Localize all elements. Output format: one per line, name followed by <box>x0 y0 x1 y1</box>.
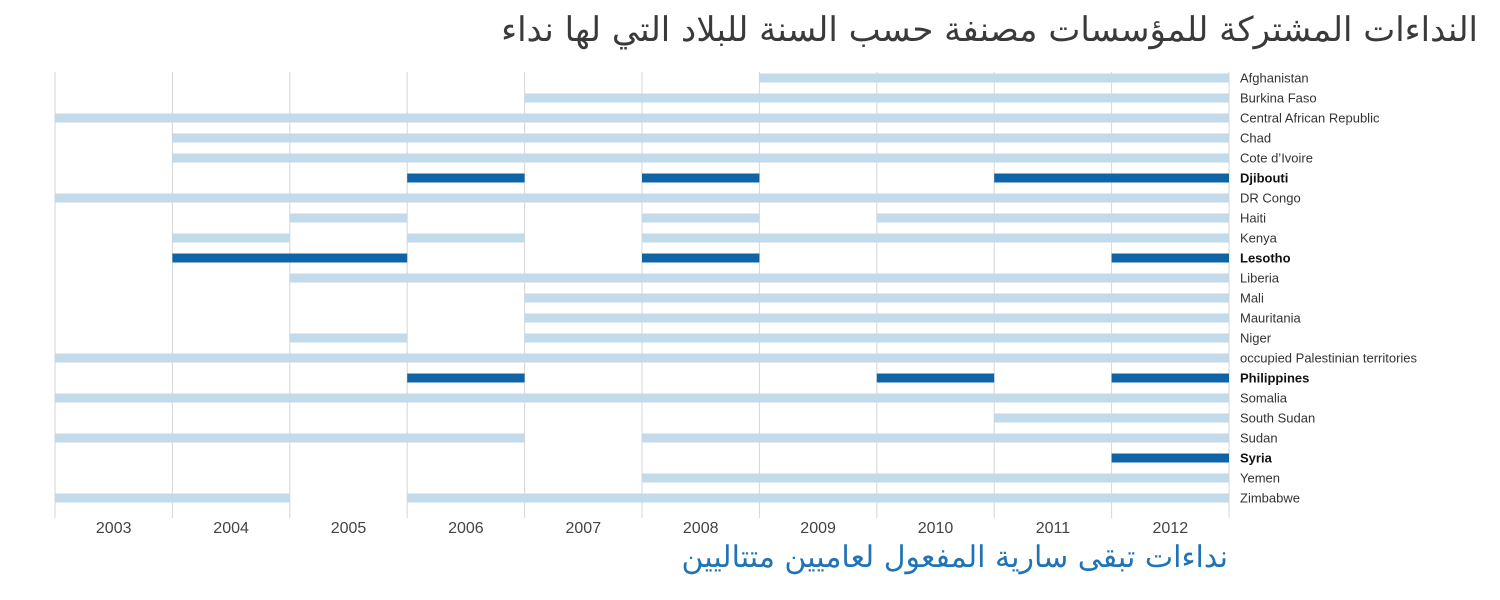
country-label: occupied Palestinian territories <box>1240 351 1418 366</box>
country-label: Sudan <box>1240 431 1278 446</box>
appeal-bar <box>172 234 289 243</box>
country-label: Djibouti <box>1240 171 1288 186</box>
year-tick-label: 2004 <box>213 520 249 537</box>
country-label: Yemen <box>1240 471 1280 486</box>
appeal-bar <box>642 214 759 223</box>
appeal-bar <box>1112 374 1229 383</box>
country-label: Somalia <box>1240 391 1288 406</box>
appeal-bar <box>642 234 1229 243</box>
chart-subtitle: نداءات تبقى سارية المفعول لعاميين متتالي… <box>0 540 1228 575</box>
country-label: Niger <box>1240 331 1272 346</box>
appeal-bar <box>290 274 1229 283</box>
appeal-bar <box>642 254 759 263</box>
year-tick-label: 2008 <box>683 520 719 537</box>
appeal-bar <box>407 174 524 183</box>
country-label: Syria <box>1240 451 1273 466</box>
appeal-bar <box>290 334 407 343</box>
appeal-bar <box>407 374 524 383</box>
country-label: Central African Republic <box>1240 111 1380 126</box>
year-tick-label: 2003 <box>96 520 132 537</box>
country-label: Lesotho <box>1240 251 1291 266</box>
appeal-bar <box>642 474 1229 483</box>
year-tick-label: 2010 <box>918 520 954 537</box>
country-label: Afghanistan <box>1240 71 1309 86</box>
appeal-bar <box>1112 454 1229 463</box>
country-label: Chad <box>1240 131 1271 146</box>
country-label: Zimbabwe <box>1240 491 1300 506</box>
year-tick-label: 2011 <box>1036 520 1071 537</box>
country-label: South Sudan <box>1240 411 1315 426</box>
appeal-bar <box>55 394 1229 403</box>
appeal-bar <box>172 134 1229 143</box>
appeal-bar <box>525 94 1229 103</box>
year-tick-label: 2006 <box>448 520 484 537</box>
appeal-bar <box>994 414 1229 423</box>
year-labels: 2003 2004 2005 2006 2007 2008 2009 2010 2011 2012 <box>96 520 1188 537</box>
appeal-bar <box>525 314 1229 323</box>
year-tick-label: 2009 <box>800 520 836 537</box>
country-label: Kenya <box>1240 231 1278 246</box>
appeal-bar <box>1112 254 1229 263</box>
country-label: Mali <box>1240 291 1264 306</box>
appeal-bar <box>759 74 1229 83</box>
appeal-bar <box>290 214 407 223</box>
country-label: Cote d’Ivoire <box>1240 151 1313 166</box>
appeal-bar <box>407 494 1229 503</box>
appeal-bar <box>172 254 407 263</box>
country-labels: Afghanistan Burkina Faso Central African R… <box>1240 71 1418 506</box>
country-label: Mauritania <box>1240 311 1301 326</box>
appeal-bar <box>877 214 1229 223</box>
appeal-bar <box>525 294 1229 303</box>
appeal-bar <box>525 334 1229 343</box>
country-label: Haiti <box>1240 211 1266 226</box>
appeal-bar <box>994 174 1229 183</box>
country-label: Burkina Faso <box>1240 91 1317 106</box>
appeal-bar <box>172 154 1229 163</box>
country-label: Liberia <box>1240 271 1280 286</box>
country-label: Philippines <box>1240 371 1309 386</box>
appeal-bar <box>55 194 1229 203</box>
appeal-bar <box>55 354 1229 363</box>
appeal-bar <box>877 374 994 383</box>
year-tick-label: 2012 <box>1153 520 1189 537</box>
year-tick-label: 2005 <box>331 520 367 537</box>
appeal-bar <box>55 434 525 443</box>
appeal-bar <box>55 114 1229 123</box>
country-label: DR Congo <box>1240 191 1301 206</box>
year-tick-label: 2007 <box>566 520 602 537</box>
appeal-bar <box>642 434 1229 443</box>
appeal-bar <box>55 494 290 503</box>
appeal-bar <box>407 234 524 243</box>
appeal-bar <box>642 174 759 183</box>
